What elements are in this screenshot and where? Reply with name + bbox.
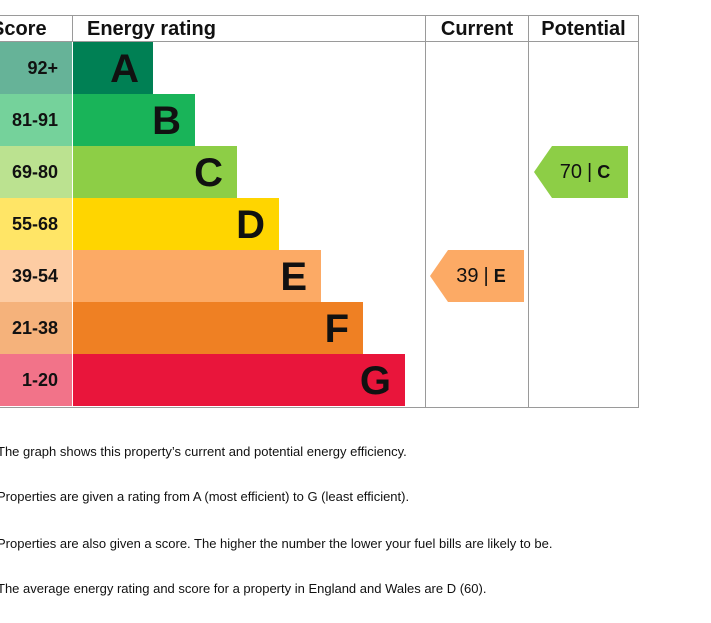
band-bar-b: B <box>73 94 195 146</box>
current-arrow-shape <box>430 250 524 302</box>
current-rating-label: 39 | E <box>448 250 514 302</box>
score-range-b: 81-91 <box>11 110 58 130</box>
score-cell-f: 21-38 <box>0 302 72 354</box>
band-bar-d: D <box>73 198 279 250</box>
score-header: Score <box>0 18 47 40</box>
potential-band: C <box>597 162 611 182</box>
band-letter-g: G <box>359 359 391 403</box>
band-letter-d: D <box>236 203 265 247</box>
current-score: 39 <box>456 265 479 287</box>
band-letter-b: B <box>152 99 181 143</box>
potential-rating-label: 70 | C <box>552 146 618 198</box>
current-rating-arrow: 39 | E <box>430 250 524 302</box>
note-rating-scale: Properties are given a rating from A (mo… <box>0 489 410 504</box>
score-cell-d: 55-68 <box>0 198 72 250</box>
chart-frame <box>0 15 639 408</box>
score-cell-c: 69-80 <box>0 146 72 198</box>
score-range-e: 39-54 <box>11 266 58 286</box>
band-letter-e: E <box>280 255 307 299</box>
note-score: Properties are also given a score. The h… <box>0 536 553 551</box>
score-range-c: 69-80 <box>11 162 58 182</box>
band-bar-c: C <box>73 146 237 198</box>
band-letter-c: C <box>194 151 223 195</box>
energy-rating-chart: Score Energy rating Current Potential 92… <box>0 15 639 408</box>
score-range-g: 1-20 <box>21 370 58 390</box>
band-bar-a: A <box>73 42 153 94</box>
energy-rating-header: Energy rating <box>87 18 216 40</box>
current-header: Current <box>440 18 514 40</box>
band-bar-f: F <box>73 302 363 354</box>
score-cell-b: 81-91 <box>0 94 72 146</box>
potential-arrow-shape <box>534 146 628 198</box>
score-range-f: 21-38 <box>11 318 58 338</box>
band-bar-e: E <box>73 250 321 302</box>
score-range-a: 92+ <box>27 58 58 78</box>
potential-score: 70 <box>559 161 583 183</box>
current-band: E <box>493 266 506 286</box>
band-letter-a: A <box>110 47 139 91</box>
current-separator: | <box>483 265 489 287</box>
note-average: The average energy rating and score for … <box>0 581 487 596</box>
potential-separator: | <box>587 161 593 183</box>
score-cell-g: 1-20 <box>0 354 72 406</box>
band-bar-g: G <box>73 354 405 406</box>
score-cell-a: 92+ <box>0 42 72 94</box>
band-letter-f: F <box>324 307 349 351</box>
score-range-d: 55-68 <box>11 214 58 234</box>
potential-rating-arrow: 70 | C <box>534 146 628 198</box>
note-graph: The graph shows this property’s current … <box>0 444 407 459</box>
score-cell-e: 39-54 <box>0 250 72 302</box>
potential-header: Potential <box>541 18 626 40</box>
